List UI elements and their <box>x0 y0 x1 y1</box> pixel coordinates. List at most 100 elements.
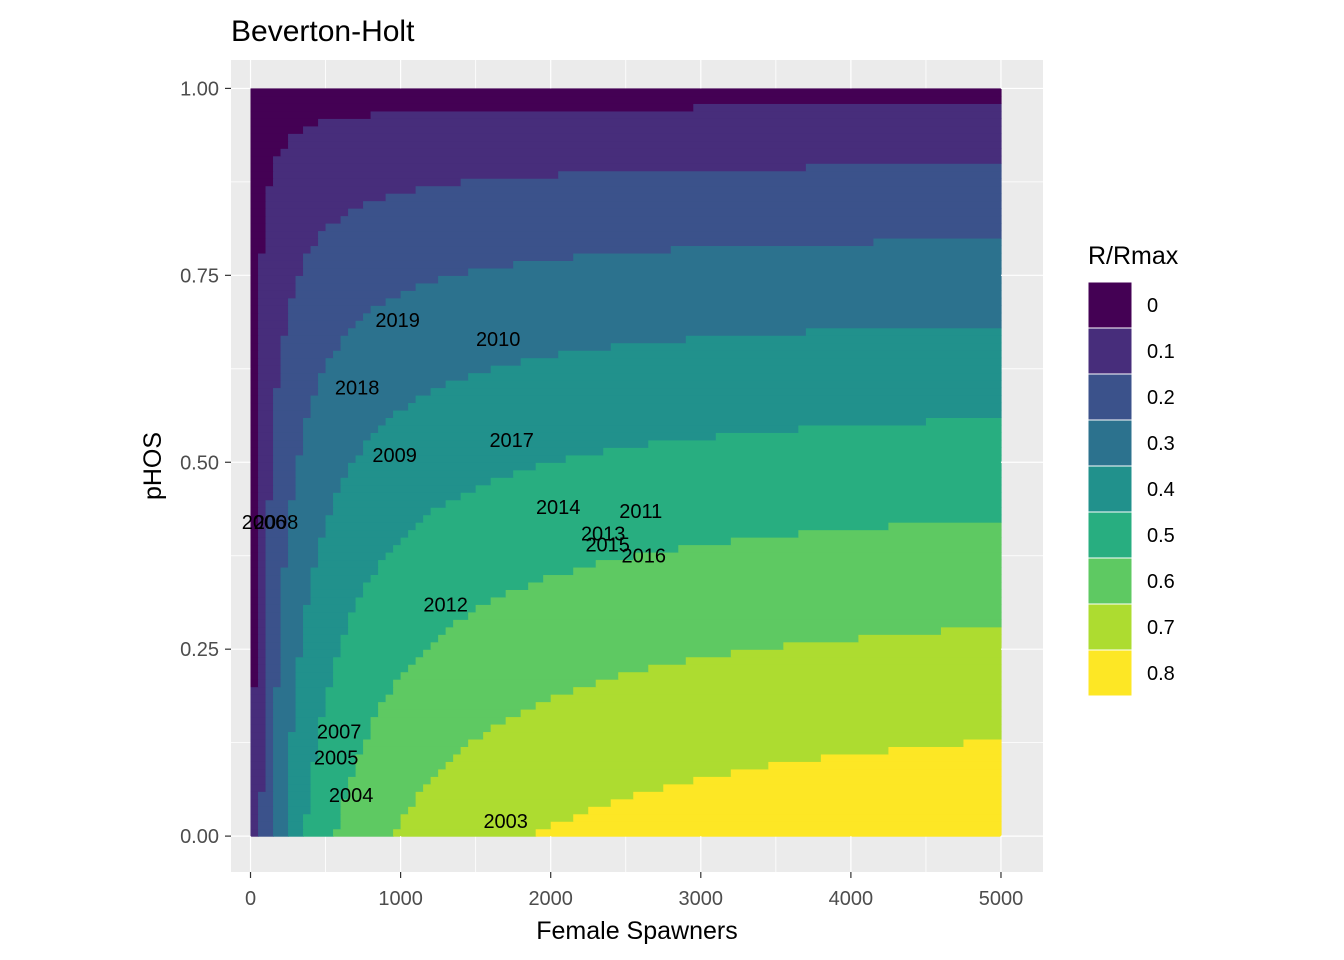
heatmap-tile <box>250 626 259 635</box>
heatmap-tile <box>273 402 312 411</box>
heatmap-tile <box>265 522 289 531</box>
heatmap-tile <box>258 454 274 463</box>
legend-key-0.8 <box>1087 649 1133 697</box>
heatmap-tile <box>273 163 807 172</box>
heatmap-tile <box>250 297 259 306</box>
heatmap-tile <box>303 252 574 261</box>
heatmap-tile <box>295 290 402 299</box>
heatmap-tile <box>288 821 304 830</box>
heatmap-tile <box>633 791 1002 800</box>
heatmap-tile <box>273 738 289 747</box>
heatmap-tile <box>273 484 297 493</box>
heatmap-tile <box>250 409 259 418</box>
heatmap-tile <box>805 163 1002 172</box>
heatmap-tile <box>325 686 394 695</box>
heatmap-tile <box>273 439 304 448</box>
heatmap-tile <box>265 208 349 217</box>
heatmap-tile <box>258 537 267 546</box>
heatmap-tile <box>370 432 717 441</box>
heatmap-tile <box>430 507 1002 516</box>
heatmap-tile <box>258 649 267 658</box>
heatmap-tile <box>610 342 1002 351</box>
heatmap-tile <box>310 574 372 583</box>
heatmap-tile <box>295 477 342 486</box>
heatmap-tile <box>265 185 417 194</box>
year-label-2008: 2008 <box>254 512 299 534</box>
heatmap-tile <box>250 828 259 837</box>
heatmap-tile <box>468 267 1002 276</box>
year-label-2009: 2009 <box>372 445 417 467</box>
heatmap-tile <box>295 664 334 673</box>
heatmap-tile <box>250 559 259 568</box>
legend-label: 0.8 <box>1147 663 1175 685</box>
heatmap-tile <box>310 581 364 590</box>
heatmap-tile <box>250 312 259 321</box>
heatmap-tile <box>265 581 282 590</box>
heatmap-tile <box>340 821 402 830</box>
heatmap-tile <box>303 626 349 635</box>
heatmap-tile <box>273 432 304 441</box>
heatmap-tile <box>318 746 364 755</box>
heatmap-tile <box>273 716 297 725</box>
heatmap-tile <box>250 574 259 583</box>
heatmap-tile <box>258 387 274 396</box>
heatmap-tile <box>438 275 1002 284</box>
heatmap-tile <box>273 709 297 718</box>
heatmap-tile <box>250 671 259 680</box>
heatmap-tile <box>258 260 304 269</box>
x-tick-label: 4000 <box>829 888 874 910</box>
heatmap-tile <box>265 701 274 710</box>
heatmap-tile <box>258 551 267 561</box>
heatmap-tile <box>340 806 409 815</box>
heatmap-tile <box>348 626 447 635</box>
heatmap-tile <box>355 768 439 777</box>
heatmap-tile <box>250 282 259 291</box>
heatmap-tile <box>288 507 334 516</box>
heatmap-tile <box>265 596 282 605</box>
heatmap-tile <box>295 694 327 703</box>
heatmap-tile <box>348 208 1002 217</box>
heatmap-tile <box>250 641 259 650</box>
heatmap-tile <box>288 514 327 523</box>
heatmap-tile <box>520 357 1002 366</box>
heatmap-tile <box>258 522 267 531</box>
heatmap-tile <box>490 723 1002 733</box>
heatmap-tile <box>250 806 259 815</box>
heatmap-tile <box>280 566 312 576</box>
heatmap-tile <box>685 656 1002 665</box>
heatmap-tile <box>258 267 304 276</box>
y-tick-label: 0.50 <box>180 452 219 474</box>
year-label-2014: 2014 <box>536 497 581 519</box>
heatmap-tile <box>288 140 1002 149</box>
heatmap-tile <box>325 514 424 523</box>
heatmap-tile <box>355 753 454 762</box>
heatmap-tile <box>340 342 612 351</box>
heatmap-tile <box>693 103 1002 112</box>
heatmap-tile <box>363 581 529 590</box>
heatmap-tile <box>318 237 874 247</box>
heatmap-tile <box>318 723 372 733</box>
heatmap-tile <box>265 731 274 740</box>
heatmap-tile <box>273 821 289 830</box>
heatmap-tile <box>250 469 259 478</box>
heatmap-tile <box>768 761 1002 770</box>
heatmap-tile <box>310 798 342 807</box>
heatmap-tile <box>318 537 402 546</box>
heatmap-tile <box>250 589 259 598</box>
heatmap-tile <box>378 701 537 710</box>
heatmap-tile <box>280 611 304 620</box>
heatmap-tile <box>258 581 267 590</box>
heatmap-tile <box>333 664 409 673</box>
heatmap-tile <box>333 656 417 665</box>
heatmap-tile <box>348 776 432 785</box>
heatmap-tile <box>250 290 259 299</box>
year-label-2016: 2016 <box>622 546 667 568</box>
heatmap-tile <box>295 716 319 725</box>
heatmap-tile <box>258 492 274 501</box>
heatmap-tile <box>250 716 267 725</box>
heatmap-tile <box>265 537 289 546</box>
heatmap-tile <box>333 828 394 837</box>
legend-key-0.6 <box>1087 557 1133 605</box>
heatmap-tile <box>273 424 304 433</box>
